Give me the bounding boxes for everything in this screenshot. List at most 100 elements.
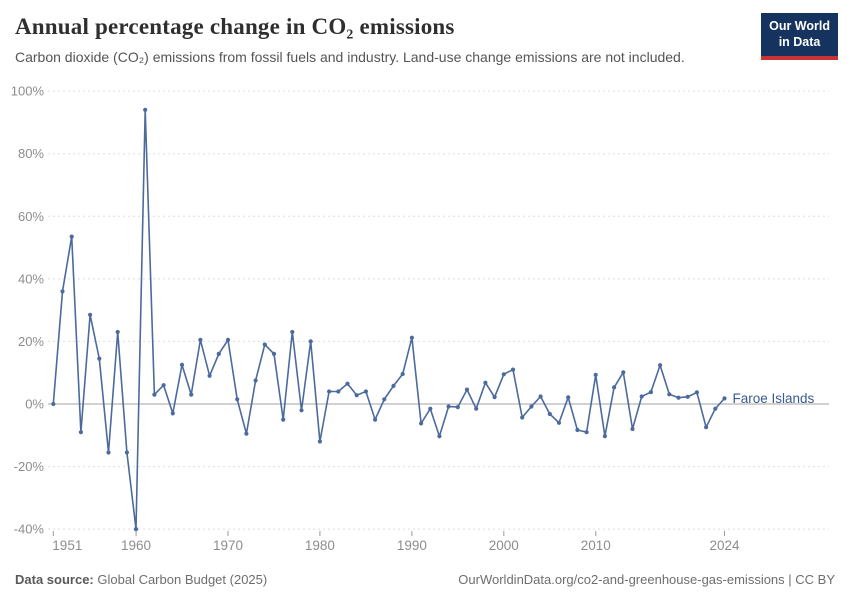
data-point[interactable] xyxy=(464,387,470,392)
chart-header: Annual percentage change in CO₂ emission… xyxy=(15,14,755,65)
data-point[interactable] xyxy=(179,362,185,367)
data-point[interactable] xyxy=(133,527,139,532)
data-point[interactable] xyxy=(538,394,543,399)
data-point[interactable] xyxy=(225,337,231,342)
data-point[interactable] xyxy=(354,393,359,398)
data-point[interactable] xyxy=(299,408,304,413)
data-point[interactable] xyxy=(713,406,718,411)
data-point[interactable] xyxy=(290,329,295,335)
data-point[interactable] xyxy=(621,370,626,375)
data-point[interactable] xyxy=(271,351,277,356)
y-tick-label: 100% xyxy=(11,84,45,99)
data-point[interactable] xyxy=(520,415,525,420)
data-point[interactable] xyxy=(510,367,516,372)
data-point[interactable] xyxy=(409,335,414,340)
data-point[interactable] xyxy=(556,420,562,425)
owid-logo[interactable]: Our World in Data xyxy=(761,13,838,60)
data-point[interactable] xyxy=(69,234,74,239)
x-tick-label: 2000 xyxy=(489,538,519,553)
data-point[interactable] xyxy=(722,396,727,401)
data-point[interactable] xyxy=(400,371,405,377)
x-tick-label: 1960 xyxy=(121,538,151,553)
data-point[interactable] xyxy=(566,395,571,400)
data-point[interactable] xyxy=(106,450,111,455)
x-tick-label: 2010 xyxy=(581,538,611,553)
data-point[interactable] xyxy=(694,390,700,395)
data-point[interactable] xyxy=(584,430,589,435)
owid-logo-line1: Our World xyxy=(769,19,830,33)
y-tick-label: 40% xyxy=(18,271,44,286)
data-point[interactable] xyxy=(658,363,663,368)
data-point[interactable] xyxy=(363,389,368,394)
data-point[interactable] xyxy=(492,395,497,400)
x-tick-label: 2024 xyxy=(709,538,740,553)
owid-logo-line2: in Data xyxy=(778,35,821,50)
data-point[interactable] xyxy=(630,426,635,432)
data-point[interactable] xyxy=(88,312,93,317)
x-tick-label: 1951 xyxy=(52,538,82,553)
data-point[interactable] xyxy=(474,406,479,411)
data-point[interactable] xyxy=(648,390,654,395)
data-point[interactable] xyxy=(170,411,175,416)
data-source: Data source: Global Carbon Budget (2025) xyxy=(15,572,267,587)
data-point[interactable] xyxy=(391,383,396,388)
data-point[interactable] xyxy=(419,421,424,426)
data-point[interactable] xyxy=(529,404,534,409)
data-point[interactable] xyxy=(51,401,56,407)
data-point[interactable] xyxy=(143,107,148,112)
x-tick-label: 1990 xyxy=(397,538,427,553)
data-point[interactable] xyxy=(428,406,433,411)
chart-title: Annual percentage change in CO₂ emission… xyxy=(15,14,455,39)
data-point[interactable] xyxy=(667,392,672,397)
data-point[interactable] xyxy=(685,394,690,399)
data-point[interactable] xyxy=(152,392,157,397)
data-point[interactable] xyxy=(262,342,267,347)
data-point[interactable] xyxy=(97,356,102,361)
data-source-label: Data source: xyxy=(15,572,94,587)
data-point[interactable] xyxy=(327,389,332,394)
line-chart[interactable]: 100% 80% 60% 40% 20% 0% -20% -40% 1951 1960 1970 19… xyxy=(0,80,850,560)
data-point[interactable] xyxy=(244,431,249,436)
data-point[interactable] xyxy=(235,397,240,402)
data-point[interactable] xyxy=(593,372,598,377)
y-tick-label: -20% xyxy=(14,459,45,474)
data-point[interactable] xyxy=(612,385,617,390)
data-point[interactable] xyxy=(124,450,129,455)
license-text: OurWorldinData.org/co2-and-greenhouse-ga… xyxy=(458,572,835,587)
chart-subtitle: Carbon dioxide (CO₂) emissions from foss… xyxy=(15,49,685,65)
data-point[interactable] xyxy=(207,373,212,378)
data-point[interactable] xyxy=(60,289,65,294)
x-tick-label: 1970 xyxy=(213,538,243,553)
data-point[interactable] xyxy=(253,378,258,383)
chart-footer: Data source: Global Carbon Budget (2025)… xyxy=(15,572,835,587)
data-point[interactable] xyxy=(78,430,83,435)
data-point[interactable] xyxy=(317,439,322,444)
data-point[interactable] xyxy=(198,337,203,342)
y-tick-label: 80% xyxy=(18,146,44,161)
data-point[interactable] xyxy=(602,434,608,439)
data-point[interactable] xyxy=(575,427,580,433)
data-point[interactable] xyxy=(345,381,350,386)
data-point[interactable] xyxy=(455,405,460,410)
data-point[interactable] xyxy=(115,329,120,335)
data-series-line[interactable] xyxy=(52,109,726,530)
data-point[interactable] xyxy=(639,394,644,399)
data-point[interactable] xyxy=(189,392,194,397)
data-point[interactable] xyxy=(437,434,442,439)
data-point[interactable] xyxy=(281,417,286,422)
data-point[interactable] xyxy=(704,425,709,430)
entity-label[interactable]: Faroe Islands xyxy=(732,391,814,406)
x-tick-label: 1980 xyxy=(305,538,335,553)
y-tick-label: 20% xyxy=(18,334,44,349)
data-point[interactable] xyxy=(501,372,506,377)
data-point[interactable] xyxy=(336,389,341,394)
data-point[interactable] xyxy=(161,383,166,388)
data-point[interactable] xyxy=(373,417,378,422)
data-point[interactable] xyxy=(308,339,313,344)
data-point[interactable] xyxy=(382,397,387,402)
data-point[interactable] xyxy=(483,380,488,385)
data-point[interactable] xyxy=(676,395,681,400)
data-point[interactable] xyxy=(547,411,552,417)
data-point[interactable] xyxy=(216,351,221,356)
data-point[interactable] xyxy=(446,404,451,409)
